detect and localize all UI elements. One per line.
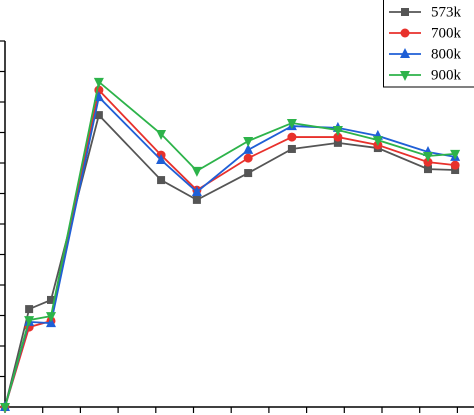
- marker: [156, 130, 167, 141]
- marker: [287, 132, 297, 142]
- marker: [0, 403, 10, 413]
- marker: [401, 8, 409, 16]
- marker: [243, 143, 254, 154]
- marker: [24, 316, 35, 327]
- marker: [191, 166, 202, 177]
- marker: [423, 157, 433, 167]
- series-line: [4, 95, 456, 408]
- series-line: [4, 88, 456, 408]
- legend-label: 573k: [431, 4, 462, 20]
- marker: [192, 195, 201, 204]
- marker: [93, 91, 104, 102]
- marker: [243, 137, 254, 148]
- marker: [286, 119, 297, 130]
- marker: [244, 169, 253, 178]
- marker: [243, 153, 253, 163]
- marker: [333, 132, 343, 142]
- marker: [93, 77, 104, 88]
- marker: [400, 28, 410, 38]
- marker: [450, 160, 460, 170]
- legend-label: 900k: [431, 67, 462, 83]
- marker: [45, 312, 56, 323]
- marker: [46, 295, 55, 304]
- marker: [332, 126, 343, 137]
- series-line: [4, 80, 456, 408]
- marker: [45, 317, 56, 328]
- marker: [156, 153, 167, 164]
- marker: [157, 176, 166, 185]
- legend-label: 700k: [431, 25, 462, 41]
- marker: [191, 185, 202, 196]
- marker: [372, 136, 383, 147]
- legend-label: 800k: [431, 46, 462, 62]
- marker: [333, 138, 342, 147]
- marker: [287, 144, 296, 153]
- marker: [400, 71, 410, 81]
- marker: [422, 151, 433, 162]
- marker: [423, 165, 432, 174]
- marker: [450, 149, 461, 160]
- marker: [94, 111, 103, 120]
- marker: [400, 48, 410, 58]
- series-line: [4, 113, 456, 408]
- legend-box: [383, 0, 474, 88]
- marker: [25, 305, 34, 314]
- marker: [451, 166, 460, 175]
